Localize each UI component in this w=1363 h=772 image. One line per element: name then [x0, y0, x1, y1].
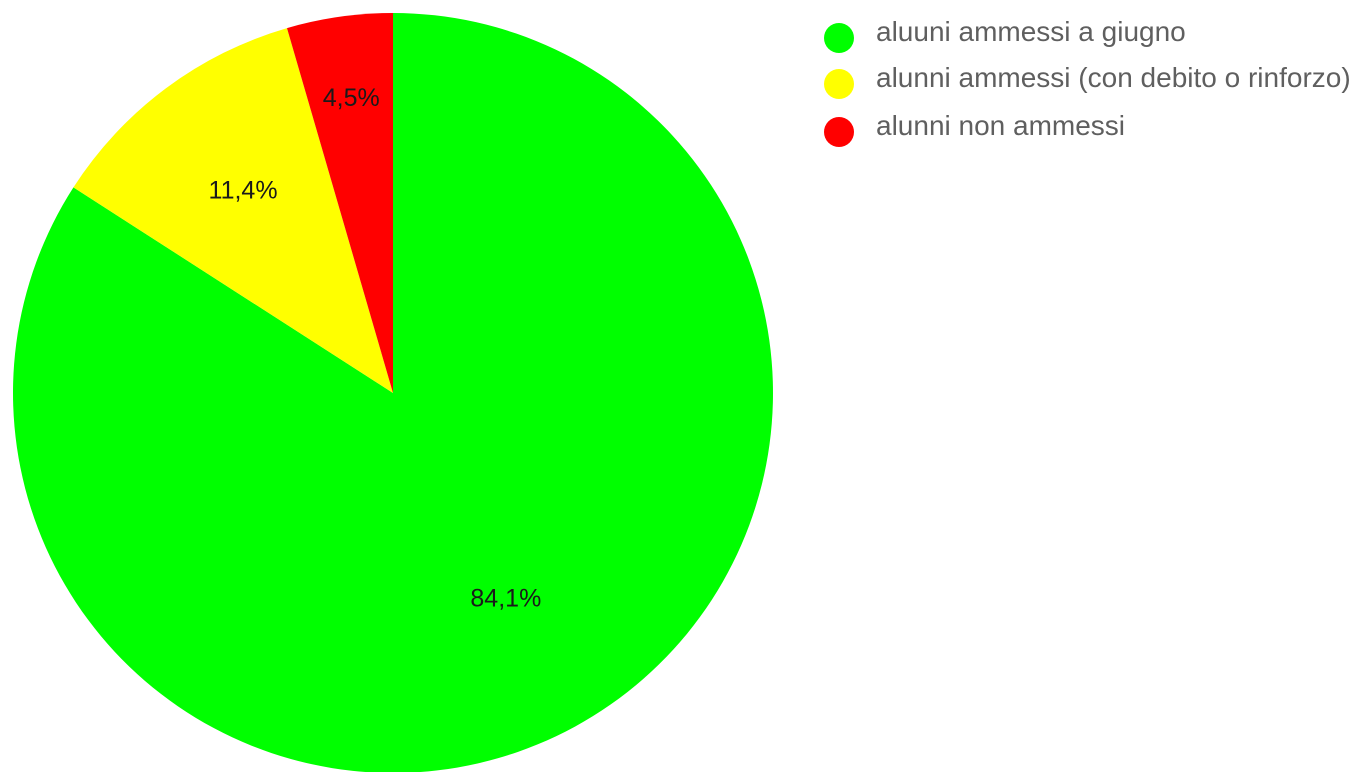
- pie-slice-1[interactable]: [13, 13, 773, 772]
- slice-value-label: 11,4%: [209, 177, 278, 205]
- legend-swatch: [824, 23, 854, 53]
- legend-swatch: [824, 69, 854, 99]
- legend-item-aluuni-ammessi-a-giugno[interactable]: aluuni ammessi a giugno: [822, 14, 1357, 53]
- legend-label: alunni non ammessi: [876, 110, 1126, 141]
- legend-label: alunni ammessi (con debito o rinforzo): [876, 62, 1351, 93]
- legend-label: aluuni ammessi a giugno: [876, 16, 1186, 47]
- legend-swatch: [824, 117, 854, 147]
- legend: aluuni ammessi a giugno alunni ammessi (…: [822, 14, 1357, 154]
- pie-slice-3[interactable]: [286, 13, 393, 393]
- slice-value-label: 4,5%: [323, 84, 380, 112]
- pie-slice-2[interactable]: [73, 28, 394, 393]
- pie-slices: [13, 13, 773, 772]
- legend-item-alunni-non-ammessi[interactable]: alunni non ammessi: [822, 108, 1357, 147]
- slice-value-label: 84,1%: [470, 584, 541, 612]
- legend-item-alunni-ammessi-con-debito[interactable]: alunni ammessi (con debito o rinforzo): [822, 60, 1357, 99]
- pie-slice-labels: 84,1% 11,4% 4,5%: [209, 84, 542, 612]
